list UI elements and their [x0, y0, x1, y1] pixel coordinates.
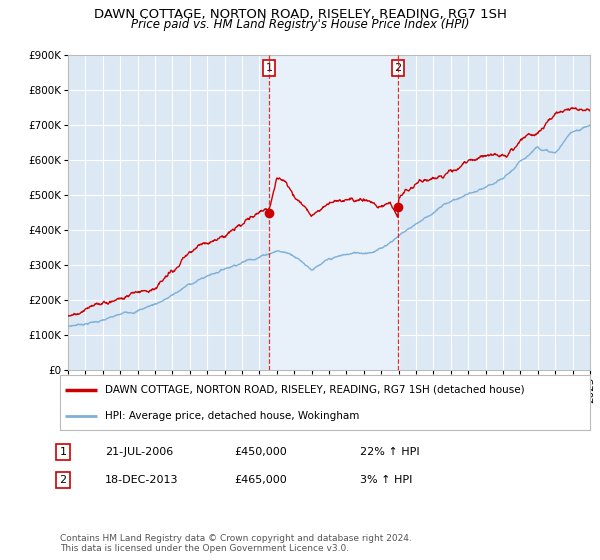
Text: 2: 2 [59, 475, 67, 485]
Text: 22% ↑ HPI: 22% ↑ HPI [360, 447, 419, 457]
Text: DAWN COTTAGE, NORTON ROAD, RISELEY, READING, RG7 1SH: DAWN COTTAGE, NORTON ROAD, RISELEY, READ… [94, 8, 506, 21]
Bar [269, 55, 398, 370]
Text: 1: 1 [59, 447, 67, 457]
Text: 18-DEC-2013: 18-DEC-2013 [105, 475, 179, 485]
Text: 3% ↑ HPI: 3% ↑ HPI [360, 475, 412, 485]
Text: DAWN COTTAGE, NORTON ROAD, RISELEY, READING, RG7 1SH (detached house): DAWN COTTAGE, NORTON ROAD, RISELEY, READ… [105, 385, 524, 395]
Text: 1: 1 [265, 63, 272, 73]
Text: Contains HM Land Registry data © Crown copyright and database right 2024.
This d: Contains HM Land Registry data © Crown c… [60, 534, 412, 553]
Text: 2: 2 [394, 63, 401, 73]
Text: HPI: Average price, detached house, Wokingham: HPI: Average price, detached house, Woki… [105, 411, 359, 421]
Text: £450,000: £450,000 [234, 447, 287, 457]
Text: Price paid vs. HM Land Registry's House Price Index (HPI): Price paid vs. HM Land Registry's House … [131, 18, 469, 31]
Text: 21-JUL-2006: 21-JUL-2006 [105, 447, 173, 457]
Text: £465,000: £465,000 [234, 475, 287, 485]
